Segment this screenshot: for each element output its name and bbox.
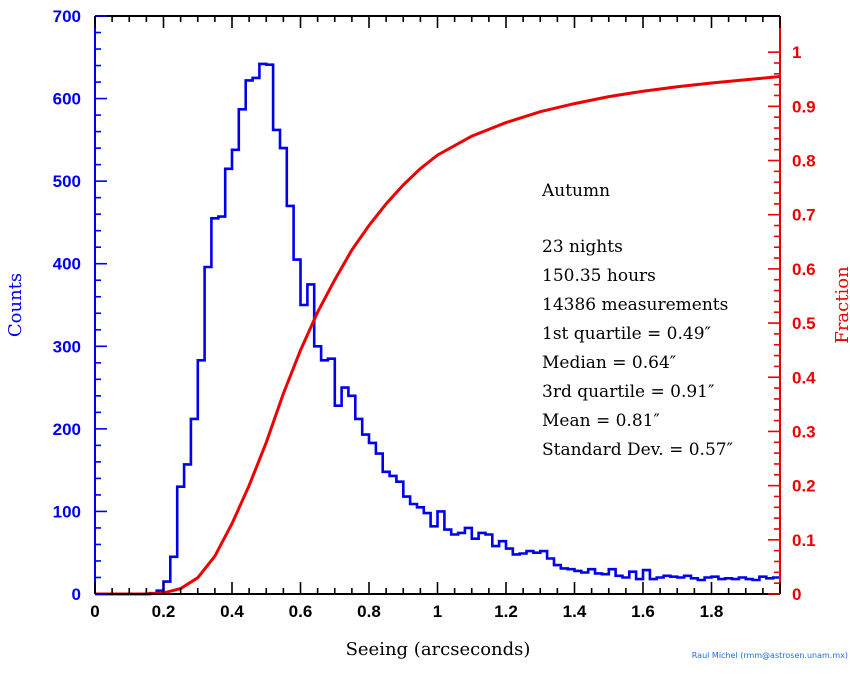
y-right-tick-label: 0.6 xyxy=(792,260,816,279)
left-axis-title: Counts xyxy=(5,273,26,337)
right-axis-title: Fraction xyxy=(832,266,850,344)
annotation-season: Autumn xyxy=(541,181,610,201)
y-right-tick-label: 1 xyxy=(792,43,801,62)
y-right-tick-label: 0.7 xyxy=(792,206,816,225)
x-tick-label: 0.4 xyxy=(220,602,244,621)
annotation-hours: 150.35 hours xyxy=(542,266,656,286)
y-left-tick-label: 700 xyxy=(53,7,81,26)
x-tick-label: 0 xyxy=(90,602,99,621)
author-credit: Raul Michel (rmm@astrosen.unam.mx) xyxy=(692,651,848,660)
y-left-tick-label: 400 xyxy=(53,255,81,274)
y-right-tick-label: 0.1 xyxy=(792,531,816,550)
y-left-tick-label: 100 xyxy=(53,502,81,521)
x-tick-label: 0.8 xyxy=(357,602,381,621)
y-left-tick-label: 300 xyxy=(53,337,81,356)
x-tick-label: 1 xyxy=(433,602,442,621)
counts-histogram-series xyxy=(95,62,780,596)
x-tick-label: 1.8 xyxy=(700,602,724,621)
y-left-tick-label: 0 xyxy=(72,585,81,604)
y-right-tick-label: 0.4 xyxy=(792,368,816,387)
annotation-mean: Mean = 0.81″ xyxy=(542,411,660,431)
x-tick-label: 1.2 xyxy=(494,602,518,621)
annotation-std-dev: Standard Dev. = 0.57″ xyxy=(542,440,733,460)
annotation-nights: 23 nights xyxy=(542,237,623,257)
y-left-tick-label: 600 xyxy=(53,90,81,109)
y-right-tick-label: 0.5 xyxy=(792,314,816,333)
statistics-annotation: Autumn 23 nights 150.35 hours 14386 meas… xyxy=(541,181,733,460)
x-axis-title: Seeing (arcseconds) xyxy=(346,639,531,660)
y-right-tick-label: 0 xyxy=(792,585,801,604)
annotation-measurements: 14386 measurements xyxy=(542,295,728,315)
annotation-first-quartile: 1st quartile = 0.49″ xyxy=(542,324,711,344)
x-tick-label: 0.2 xyxy=(152,602,176,621)
y-right-tick-label: 0.9 xyxy=(792,97,816,116)
y-right-tick-label: 0.2 xyxy=(792,477,816,496)
y-right-tick-label: 0.3 xyxy=(792,422,816,441)
y-left-tick-label: 500 xyxy=(53,172,81,191)
annotation-median: Median = 0.64″ xyxy=(542,353,676,373)
cumulative-fraction-series xyxy=(95,75,781,596)
x-tick-label: 1.6 xyxy=(631,602,655,621)
annotation-third-quartile: 3rd quartile = 0.91″ xyxy=(542,382,714,402)
x-tick-label: 0.6 xyxy=(289,602,313,621)
y-left-tick-label: 200 xyxy=(53,420,81,439)
y-right-tick-label: 0.8 xyxy=(792,152,816,171)
x-tick-label: 1.4 xyxy=(563,602,587,621)
